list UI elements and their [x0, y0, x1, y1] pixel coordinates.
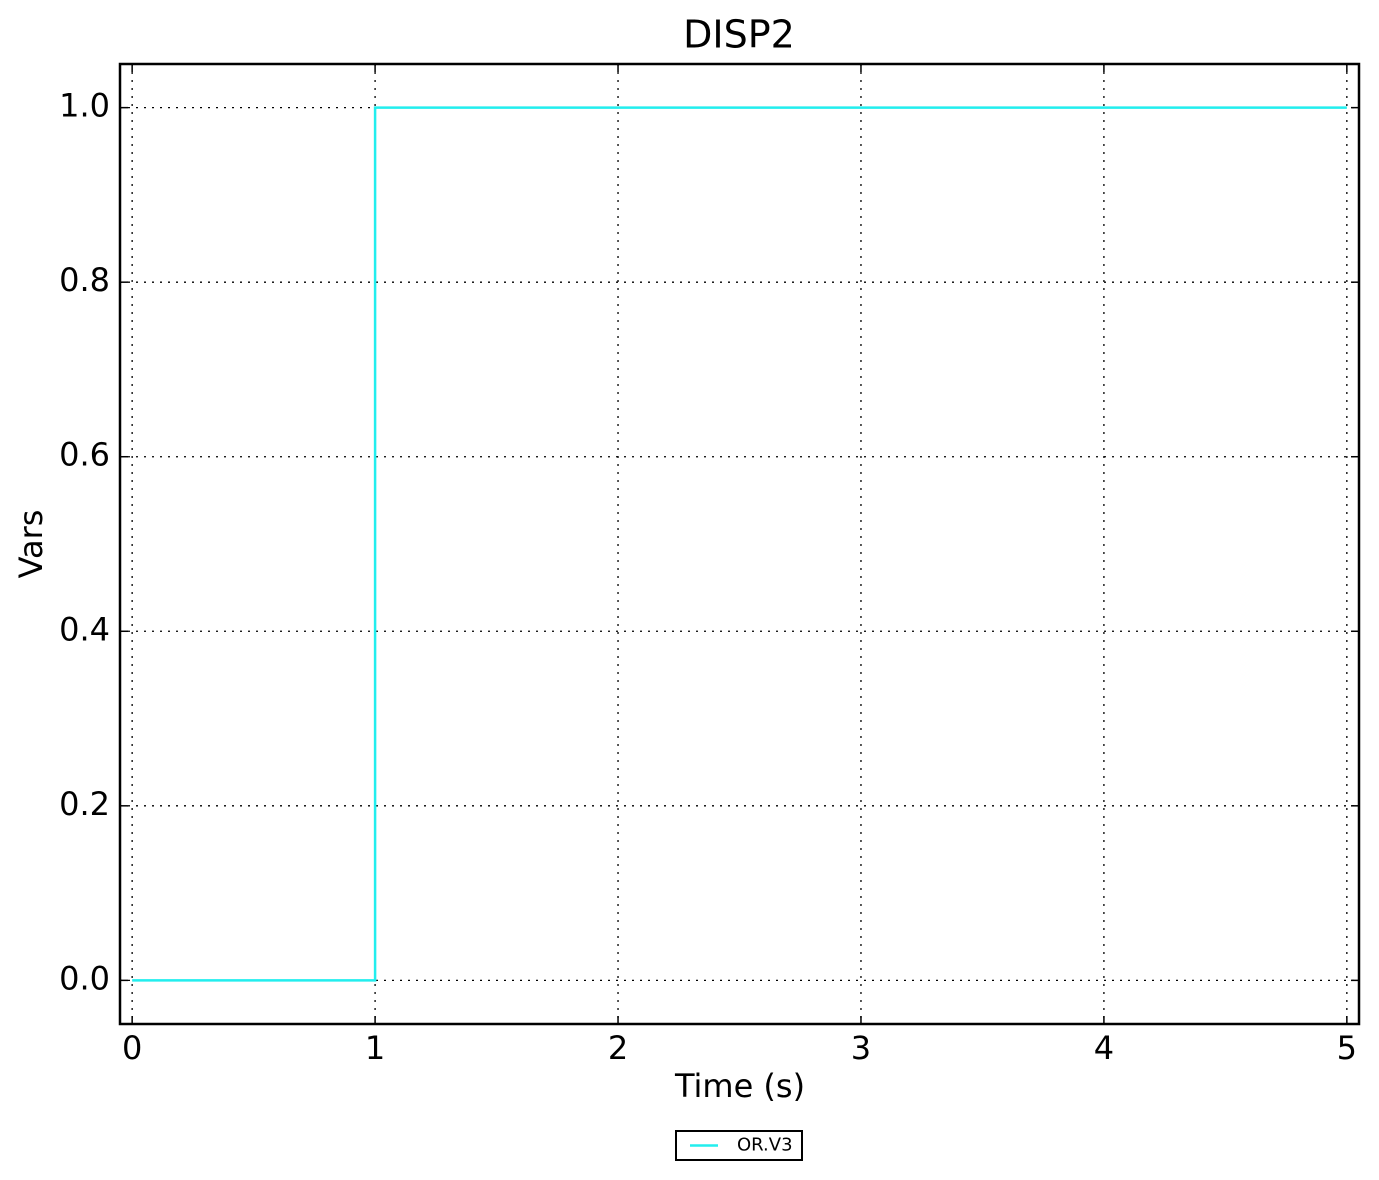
y-tick-label: 0.2 [59, 785, 110, 823]
y-tick-label: 0.0 [59, 959, 110, 997]
y-tick-label: 0.4 [59, 610, 110, 648]
x-tick-label: 2 [608, 1029, 628, 1067]
legend-label: OR.V3 [737, 1135, 793, 1156]
x-tick-label: 5 [1337, 1029, 1357, 1067]
y-tick-label: 1.0 [59, 87, 110, 125]
y-tick-label: 0.8 [59, 261, 110, 299]
x-axis-label: Time (s) [674, 1067, 805, 1105]
x-tick-label: 4 [1094, 1029, 1114, 1067]
y-tick-label: 0.6 [59, 436, 110, 474]
x-tick-label: 1 [365, 1029, 385, 1067]
y-axis-label: Vars [12, 510, 50, 579]
x-tick-label: 3 [851, 1029, 871, 1067]
plot-frame [118, 62, 1361, 1026]
x-tick-label: 0 [122, 1029, 142, 1067]
data-line [132, 106, 1347, 982]
chart-title: DISP2 [683, 13, 795, 57]
